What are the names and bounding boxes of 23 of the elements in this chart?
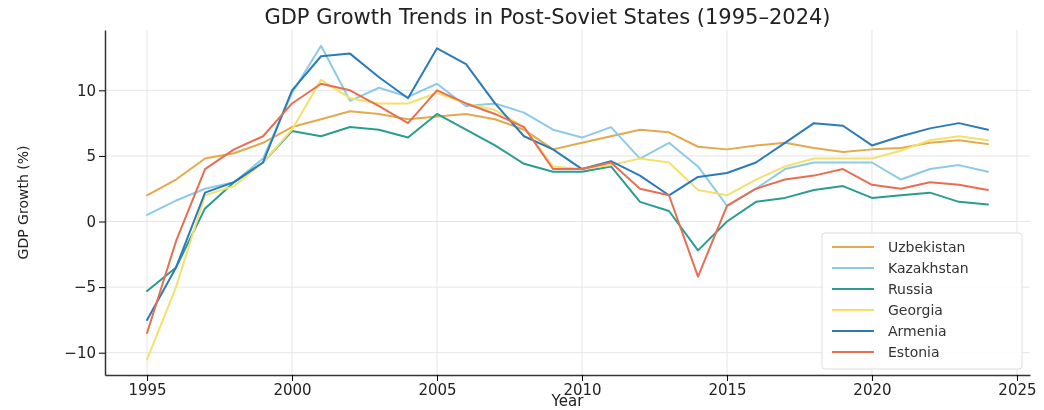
legend-label: Estonia — [888, 344, 940, 360]
y-tick-label: −5 — [73, 278, 96, 297]
line-series — [146, 47, 989, 321]
x-tick-label: 2025 — [998, 380, 1037, 399]
x-tick-label: 2015 — [708, 380, 747, 399]
legend-label: Georgia — [888, 302, 943, 318]
legend-label: Armenia — [888, 323, 947, 339]
chart-title: GDP Growth Trends in Post-Soviet States (1995–2024) — [264, 5, 831, 29]
line-series — [146, 44, 989, 216]
y-axis-title: GDP Growth (%) — [15, 145, 31, 260]
line-series — [146, 112, 989, 293]
legend-label: Uzbekistan — [888, 239, 966, 255]
x-tick-label: 2000 — [273, 380, 312, 399]
y-tick-label: −10 — [64, 344, 96, 362]
x-tick-label: 1995 — [128, 380, 167, 399]
y-tick-label: 5 — [86, 147, 96, 166]
y-tick-label: 10 — [76, 81, 96, 100]
line-series — [146, 110, 989, 197]
legend-label: Russia — [888, 281, 934, 297]
y-tick-label: 0 — [86, 212, 96, 231]
x-tick-label: 2020 — [853, 380, 892, 399]
x-tick-label: 2005 — [418, 380, 457, 399]
legend-label: Kazakhstan — [888, 260, 969, 276]
